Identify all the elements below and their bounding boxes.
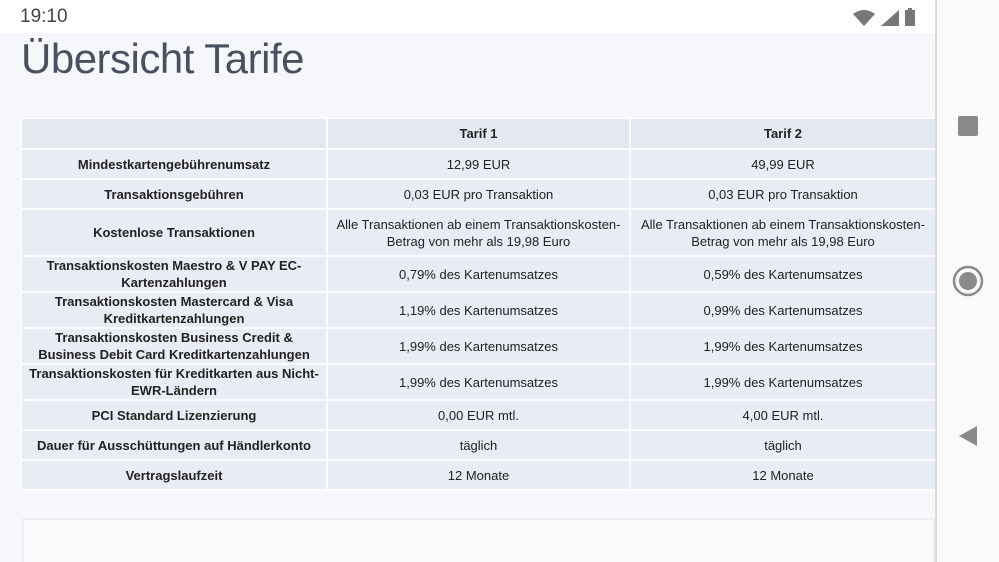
- table-row: PCI Standard Lizenzierung 0,00 EUR mtl. 4,…: [20, 399, 935, 431]
- table-row: Vertragslaufzeit 12 Monate 12 Monate: [20, 459, 935, 491]
- cell-tarif1: 0,00 EUR mtl.: [326, 399, 631, 431]
- signal-icon: [881, 10, 899, 26]
- clock: 19:10: [20, 6, 68, 27]
- table-row: Transaktionskosten für Kreditkarten aus …: [20, 363, 935, 401]
- row-label: Vertragslaufzeit: [20, 459, 328, 491]
- row-label: Transaktionsgebühren: [20, 178, 328, 210]
- cell-tarif1: 0,79% des Kartenumsatzes: [326, 255, 631, 293]
- table-row: Kostenlose Transaktionen Alle Transaktion…: [20, 208, 935, 257]
- table-row: Transaktionskosten Mastercard & Visa Kre…: [20, 291, 935, 329]
- row-label: Transaktionskosten Business Credit & Bus…: [20, 327, 328, 365]
- back-button[interactable]: [957, 424, 979, 448]
- cell-tarif2: 1,99% des Kartenumsatzes: [629, 327, 935, 365]
- cell-tarif2: 1,99% des Kartenumsatzes: [629, 363, 935, 401]
- row-label: PCI Standard Lizenzierung: [20, 399, 328, 431]
- row-label: Mindestkartengebührenumsatz: [20, 148, 328, 180]
- table-row: Transaktionsgebühren 0,03 EUR pro Transak…: [20, 178, 935, 210]
- tariff-table: Tarif 1 Tarif 2 Mindestkartengebührenums…: [20, 117, 935, 491]
- page-content: Übersicht Tarife Tarif 1 Tarif 2 Mindest…: [0, 33, 935, 562]
- cell-tarif2: 49,99 EUR: [629, 148, 935, 180]
- row-label: Dauer für Ausschüttungen auf Händlerkont…: [20, 429, 328, 461]
- cell-tarif1: 1,19% des Kartenumsatzes: [326, 291, 631, 329]
- cell-tarif2: 12 Monate: [629, 459, 935, 491]
- cell-tarif1: täglich: [326, 429, 631, 461]
- table-row: Dauer für Ausschüttungen auf Händlerkont…: [20, 429, 935, 461]
- table-row: Mindestkartengebührenumsatz 12,99 EUR 49,9…: [20, 148, 935, 180]
- battery-icon: [905, 8, 915, 26]
- header-cell-tarif2: Tarif 2: [629, 117, 935, 150]
- home-button[interactable]: [952, 265, 984, 297]
- navigation-bar: [935, 0, 999, 562]
- cell-tarif1: 12,99 EUR: [326, 148, 631, 180]
- cell-tarif2: Alle Transaktionen ab einem Transaktions…: [629, 208, 935, 257]
- cell-tarif2: 0,99% des Kartenumsatzes: [629, 291, 935, 329]
- status-bar: 19:10: [0, 0, 935, 33]
- table-row: Transaktionskosten Business Credit & Bus…: [20, 327, 935, 365]
- cell-tarif1: 12 Monate: [326, 459, 631, 491]
- header-cell: [20, 117, 328, 150]
- cell-tarif2: 0,03 EUR pro Transaktion: [629, 178, 935, 210]
- cell-tarif2: täglich: [629, 429, 935, 461]
- cell-tarif1: 1,99% des Kartenumsatzes: [326, 327, 631, 365]
- cell-tarif1: Alle Transaktionen ab einem Transaktions…: [326, 208, 631, 257]
- cell-tarif2: 0,59% des Kartenumsatzes: [629, 255, 935, 293]
- table-row: Transaktionskosten Maestro & V PAY EC-Ka…: [20, 255, 935, 293]
- row-label: Transaktionskosten Maestro & V PAY EC-Ka…: [20, 255, 328, 293]
- content-card: [22, 518, 935, 562]
- page-title: Übersicht Tarife: [21, 35, 305, 82]
- wifi-icon: [853, 10, 875, 26]
- header-cell-tarif1: Tarif 1: [326, 117, 631, 150]
- row-label: Kostenlose Transaktionen: [20, 208, 328, 257]
- recents-button[interactable]: [957, 115, 979, 137]
- row-label: Transaktionskosten Mastercard & Visa Kre…: [20, 291, 328, 329]
- cell-tarif1: 0,03 EUR pro Transaktion: [326, 178, 631, 210]
- cell-tarif1: 1,99% des Kartenumsatzes: [326, 363, 631, 401]
- cell-tarif2: 4,00 EUR mtl.: [629, 399, 935, 431]
- row-label: Transaktionskosten für Kreditkarten aus …: [20, 363, 328, 401]
- table-header-row: Tarif 1 Tarif 2: [20, 117, 935, 150]
